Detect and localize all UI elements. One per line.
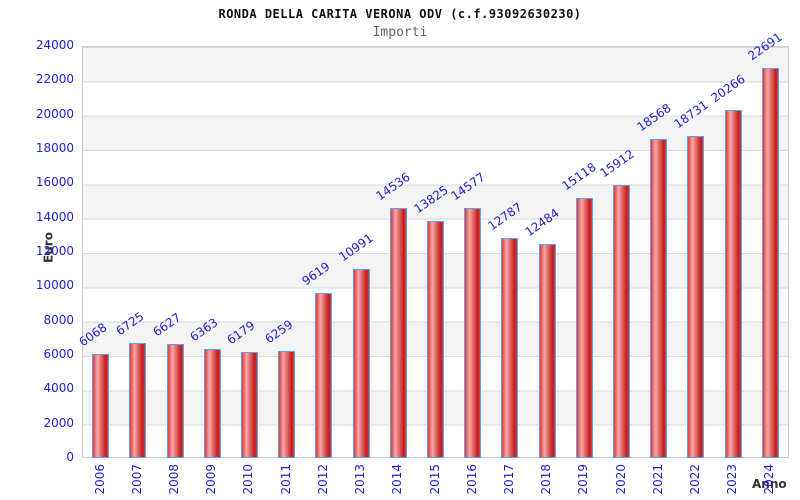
bar bbox=[203, 348, 221, 458]
x-tick-label: 2019 bbox=[576, 464, 591, 495]
y-tick-label: 14000 bbox=[35, 209, 74, 224]
y-tick-label: 16000 bbox=[35, 175, 74, 190]
y-tick-label: 0 bbox=[66, 450, 74, 464]
x-tick-label: 2011 bbox=[278, 464, 293, 495]
bar bbox=[315, 292, 333, 458]
y-tick-label: 24000 bbox=[35, 38, 74, 52]
bar bbox=[166, 344, 184, 458]
y-tick-label: 18000 bbox=[35, 141, 74, 155]
y-tick-label: 10000 bbox=[35, 278, 74, 293]
bar bbox=[538, 243, 556, 458]
x-tick-label: 2009 bbox=[204, 464, 219, 495]
x-tick-label: 2013 bbox=[353, 464, 368, 495]
x-tick-label: 2012 bbox=[315, 464, 330, 495]
bar bbox=[501, 238, 519, 458]
bar bbox=[129, 342, 147, 458]
x-tick-label: 2017 bbox=[501, 464, 516, 495]
y-tick-label: 12000 bbox=[35, 244, 74, 258]
y-tick-label: 2000 bbox=[43, 415, 74, 430]
y-tick-label: 6000 bbox=[43, 347, 74, 361]
chart-title: RONDA DELLA CARITA VERONA ODV (c.f.93092… bbox=[218, 7, 582, 21]
x-tick-label: 2008 bbox=[167, 464, 182, 495]
x-tick-label: 2022 bbox=[687, 464, 702, 495]
x-tick-label: 2021 bbox=[650, 464, 665, 495]
x-tick-label: 2015 bbox=[427, 464, 442, 495]
y-tick-label: 22000 bbox=[35, 72, 74, 87]
x-tick-label: 2023 bbox=[725, 464, 740, 495]
bar bbox=[427, 220, 444, 458]
bar bbox=[650, 139, 668, 458]
bar bbox=[389, 208, 407, 458]
bar bbox=[464, 207, 482, 458]
y-tick-label: 20000 bbox=[35, 106, 74, 121]
chart-subtitle: Importi bbox=[372, 25, 428, 40]
x-tick-label: 2024 bbox=[762, 464, 777, 495]
y-tick-label: 4000 bbox=[43, 381, 74, 396]
bar bbox=[240, 351, 258, 458]
bar bbox=[724, 110, 742, 458]
x-tick-label: 2007 bbox=[129, 464, 144, 495]
bar bbox=[687, 136, 705, 458]
bar bbox=[613, 184, 631, 458]
x-tick-label: 2010 bbox=[241, 464, 256, 495]
bar bbox=[761, 68, 779, 458]
x-axis-label: Anno bbox=[752, 477, 787, 491]
x-tick-label: 2006 bbox=[92, 464, 107, 495]
x-tick-label: 2018 bbox=[539, 464, 554, 495]
x-tick-label: 2014 bbox=[390, 464, 405, 495]
bar bbox=[575, 198, 593, 458]
x-tick-label: 2016 bbox=[464, 464, 479, 495]
y-tick-label: 8000 bbox=[43, 312, 74, 327]
bar bbox=[352, 269, 370, 458]
x-tick-label: 2020 bbox=[613, 464, 628, 495]
bar bbox=[278, 350, 296, 458]
bar bbox=[92, 353, 110, 458]
